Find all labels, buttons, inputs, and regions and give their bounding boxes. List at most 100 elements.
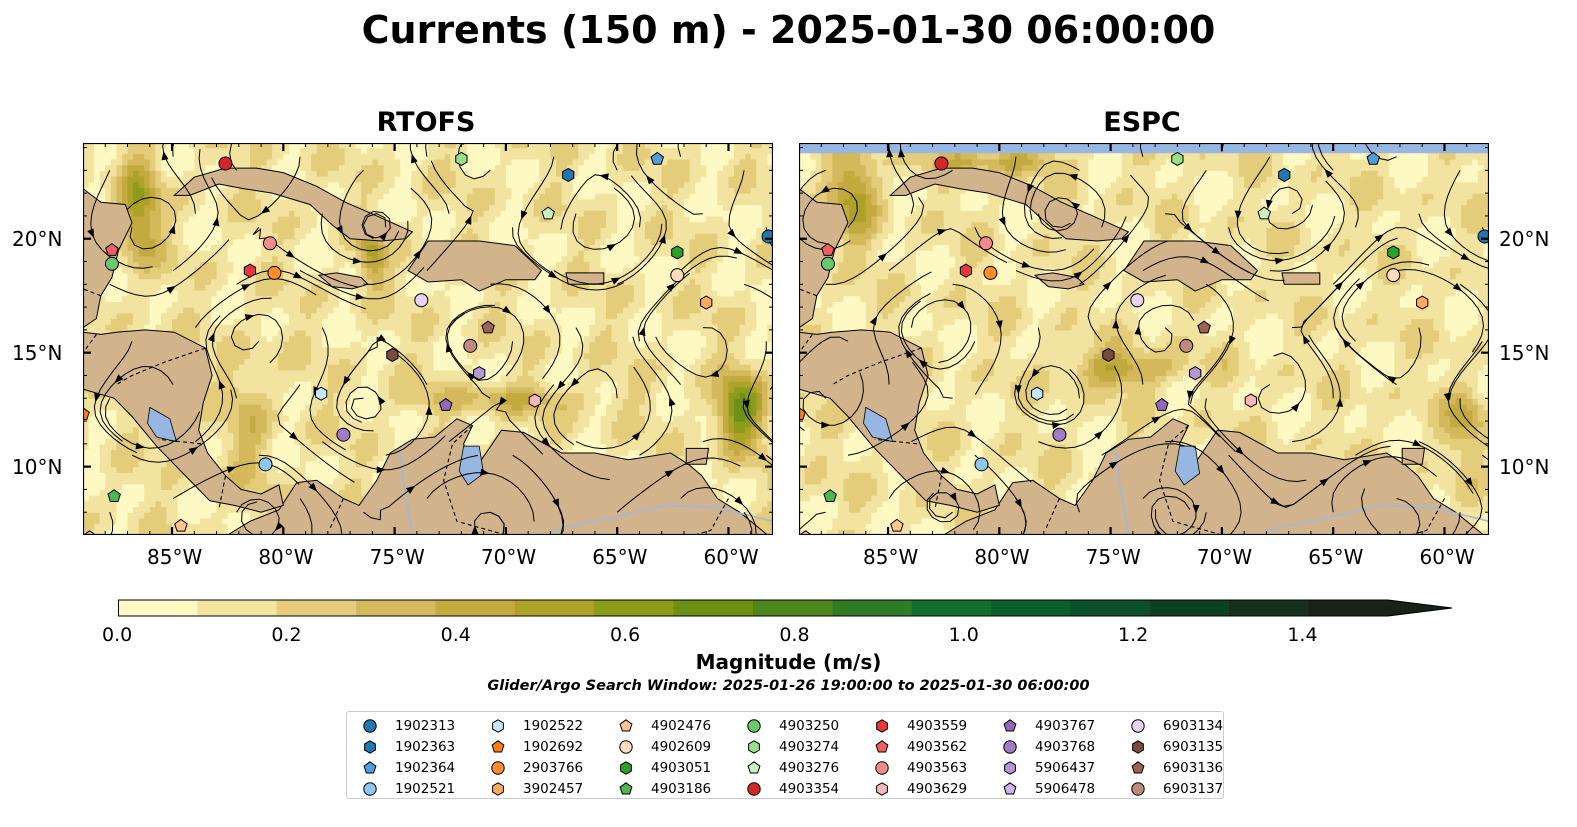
float-4903767[interactable]	[1155, 397, 1169, 411]
float-4903563[interactable]	[262, 236, 277, 251]
streamline-arrow	[1302, 334, 1311, 345]
streamline-arrow	[464, 215, 472, 225]
legend-item: 1902363	[361, 737, 455, 756]
colorbar-segment	[1308, 600, 1389, 616]
float-1902522[interactable]	[1031, 386, 1044, 401]
streamline-arrow	[1270, 497, 1280, 505]
colorbar-segment	[911, 600, 992, 616]
float-1902363[interactable]	[1278, 167, 1291, 182]
float-4903629[interactable]	[528, 393, 541, 408]
current-streamlines	[87, 143, 773, 535]
float-6903135[interactable]	[386, 347, 399, 363]
float-1902692[interactable]	[83, 407, 90, 420]
streamline-arrow	[1031, 368, 1040, 378]
legend-label: 4903186	[651, 780, 712, 797]
search-window-text: Glider/Argo Search Window: 2025-01-26 19…	[487, 678, 1090, 694]
float-4903051[interactable]	[671, 245, 684, 260]
map-canvas-espc[interactable]	[799, 143, 1489, 535]
float-5906437[interactable]	[473, 366, 486, 381]
country-border-4	[1159, 425, 1223, 535]
streamline-arrow	[161, 150, 169, 161]
streamline-arrow	[1014, 385, 1022, 395]
float-1902313[interactable]	[761, 229, 773, 244]
legend-item: 1902364	[361, 758, 455, 777]
float-4903276[interactable]	[1257, 206, 1271, 220]
streamline-arrow	[1374, 234, 1384, 243]
float-4903274[interactable]	[455, 151, 468, 167]
pentagon-marker-icon	[491, 739, 505, 753]
map-canvas-rtofs[interactable]	[83, 143, 773, 535]
colorbar-segment	[1070, 600, 1151, 616]
float-4903186[interactable]	[107, 489, 121, 503]
float-4903562[interactable]	[105, 243, 119, 256]
axis-ticks	[799, 143, 1489, 535]
legend-label: 4903562	[907, 738, 968, 755]
float-6903136[interactable]	[481, 320, 495, 334]
float-1902522[interactable]	[315, 386, 328, 401]
circle-marker-icon	[1131, 718, 1145, 733]
streamline-arrow	[541, 437, 550, 447]
float-4903274[interactable]	[1171, 151, 1184, 167]
streamline-arrow	[288, 431, 299, 441]
float-4903768[interactable]	[336, 427, 351, 442]
streamline-arrow	[375, 334, 386, 343]
float-1902692[interactable]	[799, 407, 806, 420]
streamline-arrow	[1051, 422, 1062, 429]
float-4903559[interactable]	[243, 263, 257, 278]
float-6903134[interactable]	[1130, 293, 1145, 308]
float-4903051[interactable]	[1387, 245, 1400, 260]
float-5906437[interactable]	[1189, 366, 1202, 381]
float-4903629[interactable]	[1244, 393, 1257, 408]
float-4903276[interactable]	[541, 206, 555, 220]
map-panel-rtofs[interactable]	[83, 143, 773, 535]
float-6903137[interactable]	[1179, 338, 1194, 353]
float-4903563[interactable]	[978, 236, 993, 251]
country-border-1	[874, 438, 918, 445]
float-1902364[interactable]	[650, 151, 665, 165]
float-6903136[interactable]	[1197, 320, 1211, 334]
legend-label: 6903134	[1163, 717, 1224, 734]
streamline-arrow	[114, 374, 124, 384]
float-2903766[interactable]	[267, 265, 282, 280]
float-4903559[interactable]	[959, 263, 973, 278]
legend-item: 1902692	[489, 737, 583, 756]
float-legend: 1902313 1902363 1902364 1902521 1902522 19026…	[346, 711, 1224, 799]
float-4902476[interactable]	[890, 518, 904, 532]
streamline-arrow	[666, 283, 676, 292]
float-3902457[interactable]	[1416, 295, 1429, 310]
float-6903134[interactable]	[414, 293, 429, 308]
float-4902609[interactable]	[670, 268, 685, 283]
streamline-arrow	[1228, 335, 1236, 345]
streamline-arrow	[877, 253, 887, 262]
float-1902521[interactable]	[974, 457, 989, 472]
float-1902313[interactable]	[1477, 229, 1489, 244]
float-6903135[interactable]	[1102, 347, 1115, 363]
float-3902457[interactable]	[700, 295, 713, 310]
float-4903767[interactable]	[439, 397, 453, 411]
float-4903250[interactable]	[104, 256, 119, 271]
float-4902609[interactable]	[1386, 268, 1401, 283]
float-6903137[interactable]	[463, 338, 478, 353]
float-2903766[interactable]	[983, 265, 998, 280]
float-4903354[interactable]	[934, 156, 949, 171]
float-4903768[interactable]	[1052, 427, 1067, 442]
hexagon-marker-icon	[1132, 739, 1144, 754]
float-4902476[interactable]	[174, 518, 188, 532]
streamline-arrow	[352, 257, 363, 265]
streamline-arrow	[1324, 168, 1333, 178]
float-4903562[interactable]	[821, 243, 835, 256]
float-4903354[interactable]	[218, 156, 233, 171]
land-cuba	[173, 167, 414, 242]
float-4903250[interactable]	[820, 256, 835, 271]
streamline-arrow	[638, 326, 646, 337]
legend-label: 6903135	[1163, 738, 1224, 755]
legend-item: 1902521	[361, 779, 455, 798]
float-1902364[interactable]	[1366, 151, 1381, 165]
legend-label: 4903629	[907, 780, 968, 797]
float-1902363[interactable]	[562, 167, 575, 182]
legend-label: 4903274	[779, 738, 840, 755]
float-1902521[interactable]	[258, 457, 273, 472]
float-4903186[interactable]	[823, 489, 837, 503]
map-panel-espc[interactable]	[799, 143, 1489, 535]
streamline-arrow	[166, 285, 176, 294]
